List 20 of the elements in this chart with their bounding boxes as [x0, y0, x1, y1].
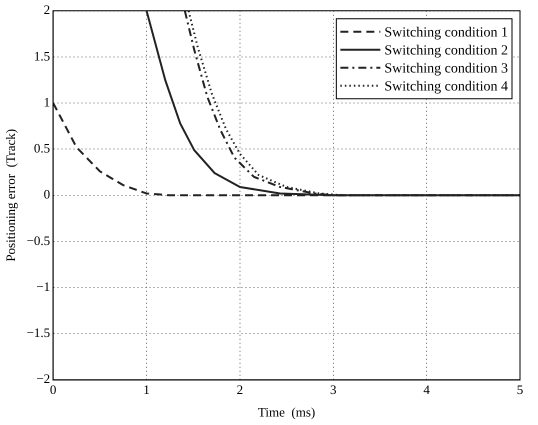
y-tick-label: 2 — [44, 2, 50, 18]
x-tick-label: 3 — [330, 382, 337, 398]
y-tick-label: 0 — [44, 186, 50, 202]
y-tick-label: 1.5 — [34, 48, 50, 64]
x-tick-label: 5 — [516, 382, 524, 398]
y-tick-label: −1 — [36, 278, 50, 294]
legend-label: Switching condition 3 — [384, 61, 508, 76]
y-tick-label: −0.5 — [26, 232, 50, 248]
x-tick-label: 2 — [236, 382, 244, 398]
x-tick-label: 1 — [143, 382, 150, 398]
y-tick-label: −2 — [36, 371, 50, 386]
y-tick-label: 1 — [44, 94, 50, 110]
legend-label: Switching condition 1 — [384, 25, 508, 40]
legend-label: Switching condition 4 — [384, 79, 508, 94]
legend-label: Switching condition 2 — [384, 43, 508, 58]
y-tick-label: −1.5 — [26, 325, 50, 340]
y-tick-label: 0.5 — [34, 140, 50, 156]
y-axis-title: Positioning error (Track) — [3, 128, 18, 262]
x-tick-label: 4 — [423, 382, 430, 398]
x-axis-title: Time (ms) — [258, 404, 316, 420]
